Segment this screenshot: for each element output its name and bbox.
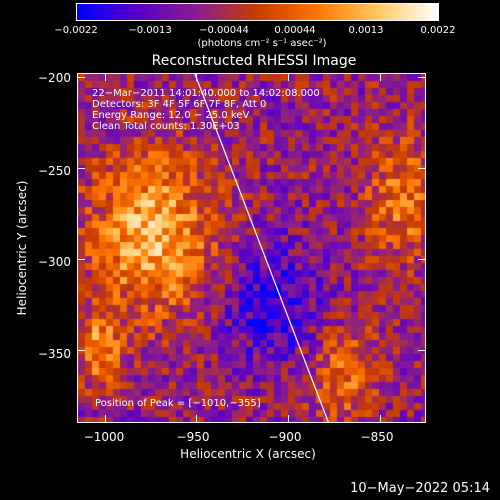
- y-axis-label: Heliocentric Y (arcsec): [15, 180, 29, 316]
- y-tick-label: −300: [38, 255, 71, 269]
- colorbar-units: (photons cm⁻² s⁻¹ asec⁻²): [197, 38, 327, 49]
- x-tick-label: −900: [268, 430, 302, 444]
- colorbar-tick-label: 0.0022: [420, 25, 456, 36]
- x-tick-label: −950: [176, 430, 210, 444]
- x-axis-label: Heliocentric X (arcsec): [180, 447, 316, 461]
- colorbar-tick-label: −0.0022: [54, 25, 98, 36]
- heatmap-image: [78, 74, 425, 422]
- axis-tick: [104, 73, 106, 81]
- time-range-annotation: 22−Mar−2011 14:01:40.000 to 14:02:08.000: [92, 88, 320, 99]
- axis-tick: [380, 415, 382, 423]
- colorbar-tick-label: 0.00044: [274, 25, 316, 36]
- axis-tick: [77, 258, 85, 260]
- axis-tick: [418, 258, 426, 260]
- colorbar-tick-label: −0.0013: [128, 25, 172, 36]
- chart-title: Reconstructed RHESSI Image: [151, 53, 357, 69]
- timestamp: 10−May−2022 05:14: [350, 481, 490, 496]
- y-tick-label: −350: [38, 347, 71, 361]
- axis-tick: [77, 76, 85, 78]
- colorbar: [76, 3, 439, 21]
- plot-area: [77, 73, 426, 423]
- axis-tick: [288, 415, 290, 423]
- axis-tick: [418, 167, 426, 169]
- axis-tick: [77, 350, 85, 352]
- energy-range-annotation: Energy Range: 12.0 − 25.0 keV: [92, 110, 250, 121]
- colorbar-tick-label: 0.0013: [348, 25, 384, 36]
- x-tick-label: −1000: [83, 430, 125, 444]
- solar-limb-line: [193, 72, 330, 424]
- axis-tick: [288, 73, 290, 81]
- axis-tick: [104, 415, 106, 423]
- axis-tick: [196, 73, 198, 81]
- clean-counts-annotation: Clean Total counts: 1.30E+03: [92, 121, 240, 132]
- axis-tick: [196, 415, 198, 423]
- axis-tick: [77, 167, 85, 169]
- y-tick-label: −250: [38, 164, 71, 178]
- detectors-annotation: Detectors: 3F 4F 5F 6F 7F 8F, Att 0: [92, 99, 267, 110]
- x-tick-label: −850: [360, 430, 394, 444]
- axis-tick: [418, 350, 426, 352]
- axis-tick: [380, 73, 382, 81]
- axis-tick: [418, 76, 426, 78]
- colorbar-tick-label: −0.00044: [199, 25, 249, 36]
- peak-position-annotation: Position of Peak = [−1010,−355]: [95, 398, 261, 409]
- y-tick-label: −200: [38, 71, 71, 85]
